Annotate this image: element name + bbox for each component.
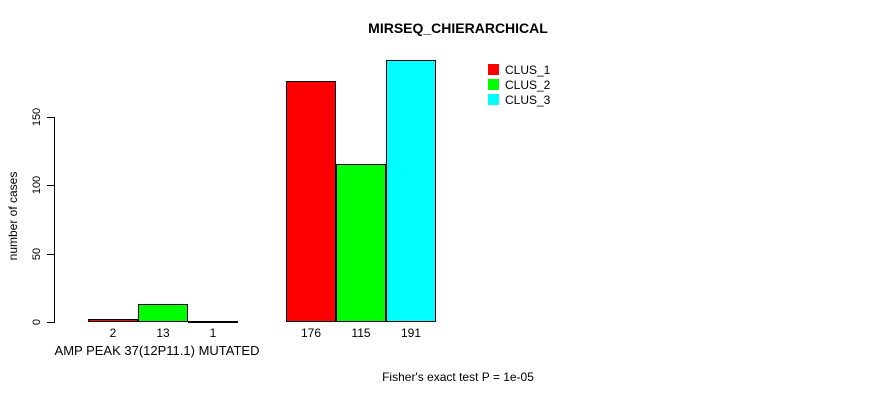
bar-clus_2-group2 <box>336 164 386 322</box>
legend-swatch-clus_3 <box>488 94 499 105</box>
legend-item: CLUS_2 <box>488 77 550 92</box>
y-axis-label: number of cases <box>6 171 20 261</box>
y-axis-tick <box>47 116 55 118</box>
y-axis-tick <box>47 322 55 323</box>
y-axis-tick <box>47 253 55 255</box>
bar-value-label: 191 <box>400 326 422 340</box>
legend-label: CLUS_2 <box>505 77 551 92</box>
y-axis-tick-label: 100 <box>31 175 43 195</box>
x-axis-label: AMP PEAK 37(12P11.1) MUTATED <box>54 343 260 358</box>
legend-item: CLUS_1 <box>488 62 550 77</box>
bar-value-label: 115 <box>351 326 371 340</box>
y-axis-tick-label: 0 <box>31 318 43 326</box>
legend: CLUS_1 CLUS_2 CLUS_3 <box>488 62 550 107</box>
bar-value-label: 2 <box>109 326 117 340</box>
bar-value-label: 13 <box>156 326 170 340</box>
bar-clus_2-group1 <box>138 304 188 322</box>
legend-item: CLUS_3 <box>488 92 550 107</box>
legend-label: CLUS_1 <box>505 62 551 77</box>
legend-swatch-clus_1 <box>488 64 499 75</box>
bar-clus_3-group2 <box>386 60 436 322</box>
bar-clus_1-group2 <box>286 80 336 322</box>
y-axis-tick <box>47 185 55 186</box>
y-axis-tick-label: 150 <box>31 107 43 126</box>
bar-clus_3-group1 <box>188 320 238 323</box>
legend-swatch-clus_2 <box>488 79 499 90</box>
bar-value-label: 1 <box>209 326 217 340</box>
bar-clus_1-group1 <box>88 319 138 322</box>
chart-title: MIRSEQ_CHIERARCHICAL <box>368 20 548 36</box>
bar-value-label: 176 <box>300 326 322 340</box>
y-axis-tick-label: 50 <box>31 247 43 260</box>
legend-label: CLUS_3 <box>505 92 551 107</box>
pvalue-annotation: Fisher's exact test P = 1e-05 <box>382 370 534 384</box>
y-axis-line <box>54 116 55 323</box>
